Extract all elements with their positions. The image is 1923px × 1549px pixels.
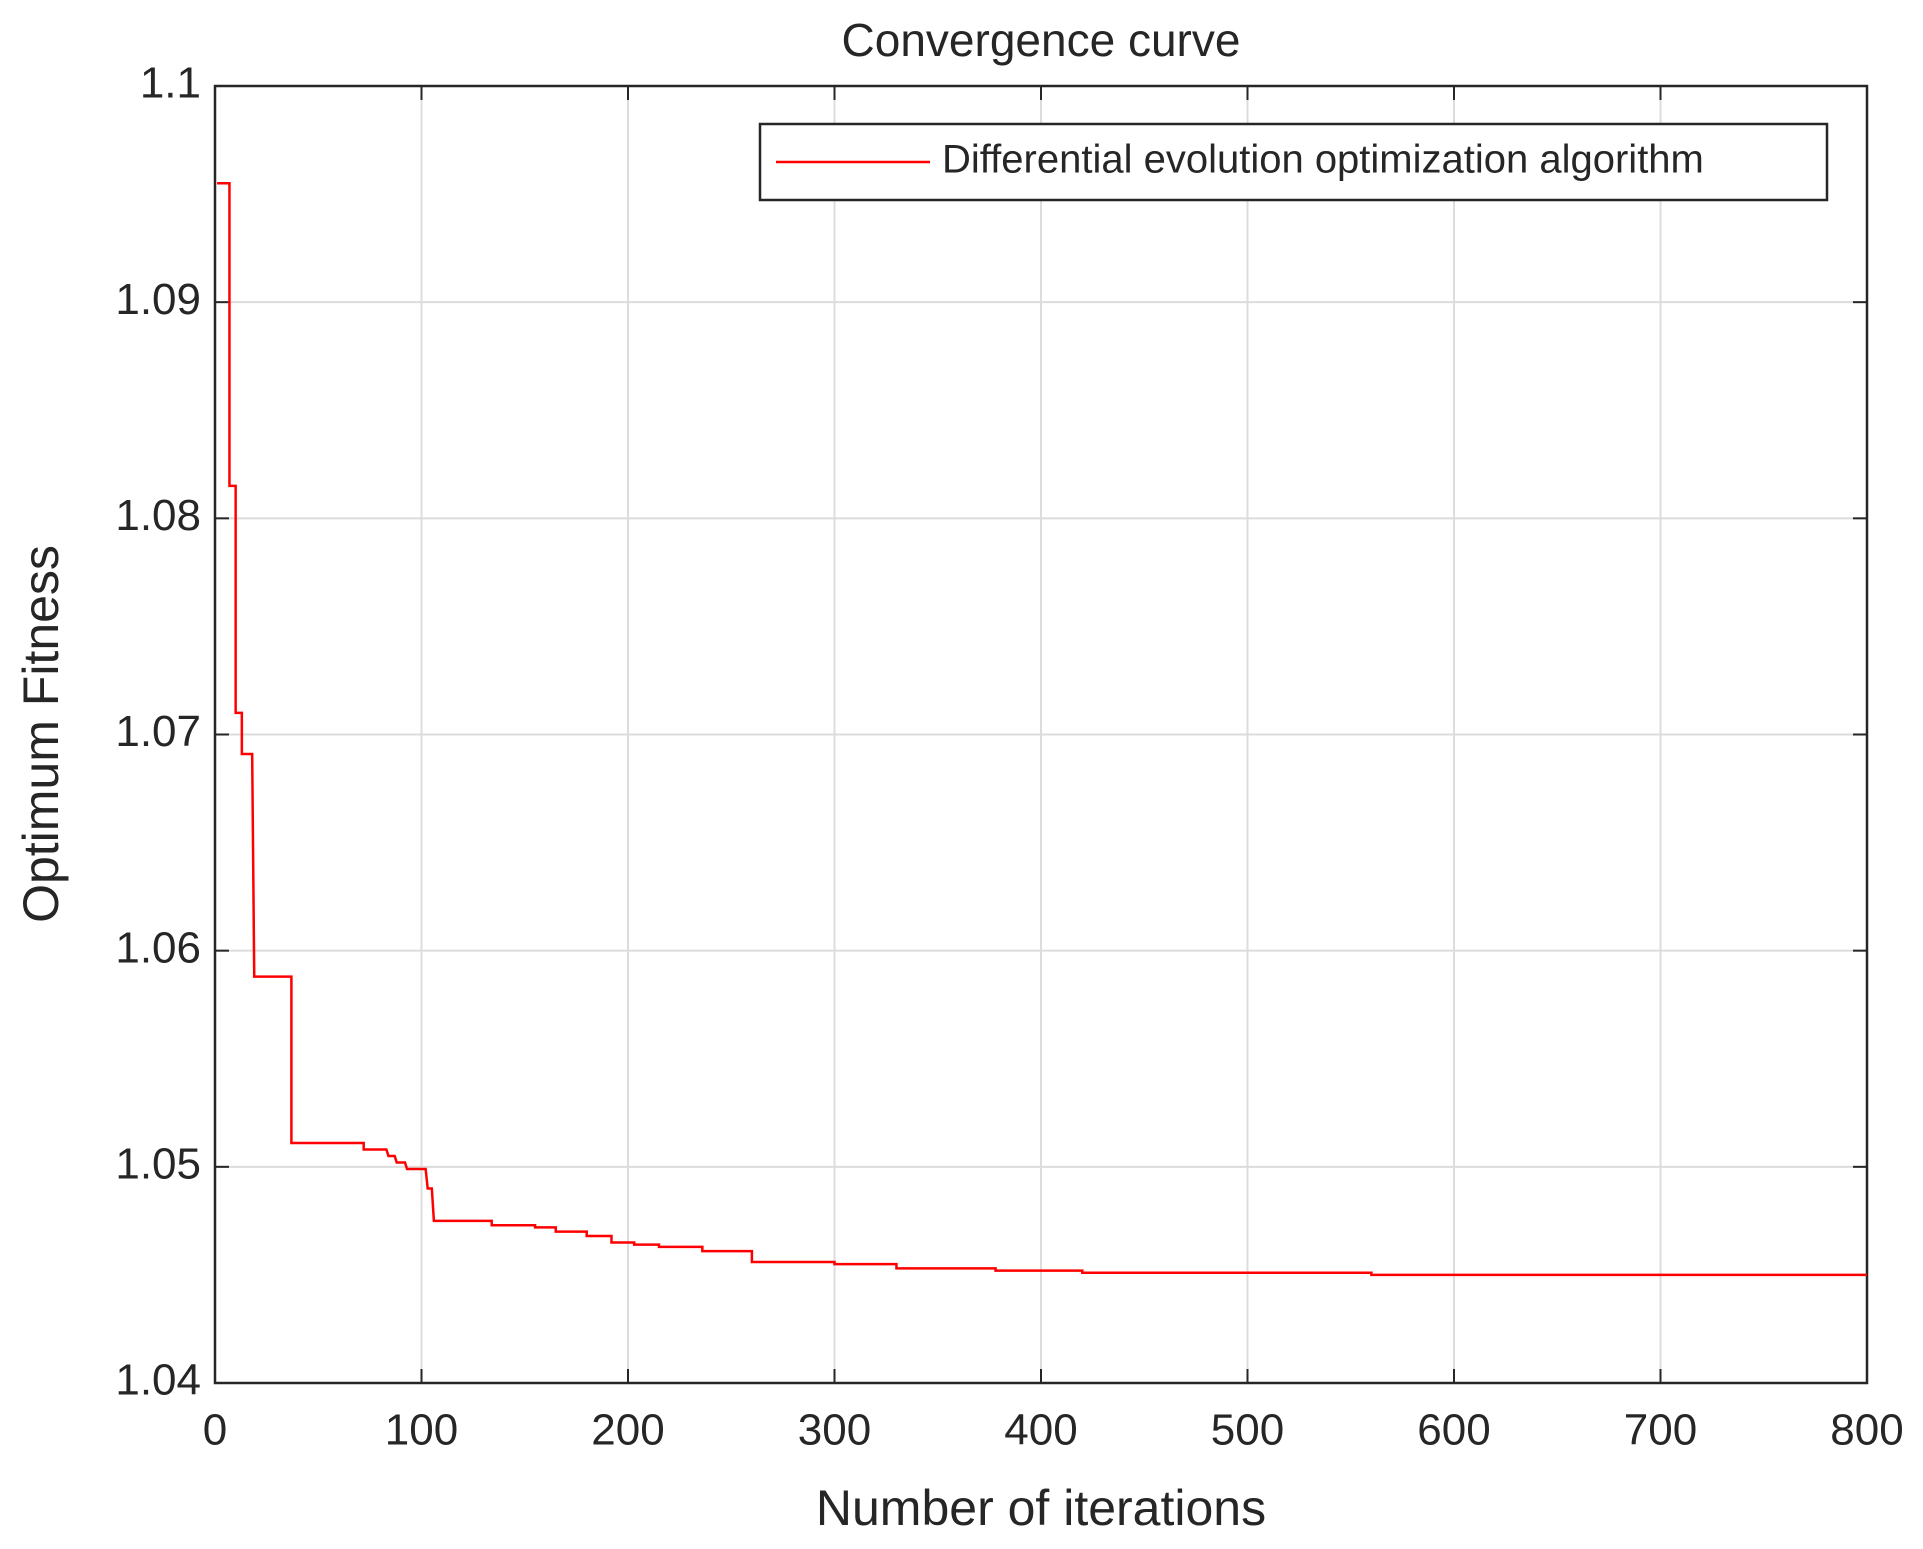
chart-title: Convergence curve <box>842 14 1241 66</box>
x-tick-label: 800 <box>1830 1406 1903 1455</box>
y-tick-label: 1.04 <box>115 1356 201 1405</box>
x-tick-label: 200 <box>591 1406 664 1455</box>
y-tick-label: 1.09 <box>115 275 201 324</box>
y-tick-label: 1.1 <box>140 59 201 108</box>
y-tick-label: 1.08 <box>115 491 201 540</box>
legend-box <box>758 122 1829 202</box>
y-tick-label: 1.07 <box>115 707 201 756</box>
y-tick-label: 1.05 <box>115 1139 201 1188</box>
legend-label: Differential evolution optimization algo… <box>942 138 1704 182</box>
y-axis-label: Optimum Fitness <box>13 545 69 923</box>
y-tick-label: 1.06 <box>115 923 201 972</box>
x-tick-label: 0 <box>203 1406 227 1455</box>
x-tick-label: 700 <box>1624 1406 1697 1455</box>
x-axis-label: Number of iterations <box>816 1480 1266 1536</box>
x-tick-label: 400 <box>1004 1406 1077 1455</box>
data-line <box>217 182 1867 1277</box>
x-tick-label: 100 <box>385 1406 458 1455</box>
x-tick-label: 500 <box>1211 1406 1284 1455</box>
plot-frame <box>213 84 1869 1385</box>
x-tick-label: 300 <box>798 1406 871 1455</box>
x-tick-label: 600 <box>1417 1406 1490 1455</box>
